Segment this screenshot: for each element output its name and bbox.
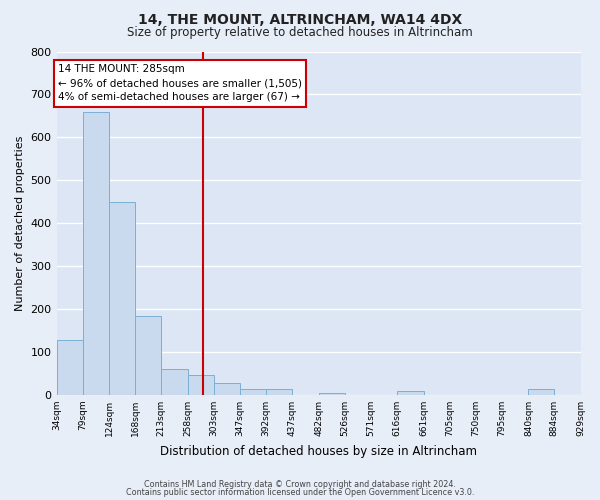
Y-axis label: Number of detached properties: Number of detached properties [15, 136, 25, 311]
Bar [161, 369, 188, 395]
Text: Contains public sector information licensed under the Open Government Licence v3: Contains public sector information licen… [126, 488, 474, 497]
Bar [188, 375, 214, 395]
Bar [397, 390, 424, 395]
Bar [109, 202, 135, 395]
Bar [319, 393, 344, 395]
Text: 14 THE MOUNT: 285sqm
← 96% of detached houses are smaller (1,505)
4% of semi-det: 14 THE MOUNT: 285sqm ← 96% of detached h… [58, 64, 302, 102]
Bar [56, 340, 83, 395]
Bar [83, 112, 109, 395]
Bar [240, 390, 266, 395]
Text: Contains HM Land Registry data © Crown copyright and database right 2024.: Contains HM Land Registry data © Crown c… [144, 480, 456, 489]
Text: Size of property relative to detached houses in Altrincham: Size of property relative to detached ho… [127, 26, 473, 39]
Text: 14, THE MOUNT, ALTRINCHAM, WA14 4DX: 14, THE MOUNT, ALTRINCHAM, WA14 4DX [138, 12, 462, 26]
X-axis label: Distribution of detached houses by size in Altrincham: Distribution of detached houses by size … [160, 444, 477, 458]
Bar [214, 383, 240, 395]
Bar [529, 390, 554, 395]
Bar [266, 390, 292, 395]
Bar [135, 316, 161, 395]
